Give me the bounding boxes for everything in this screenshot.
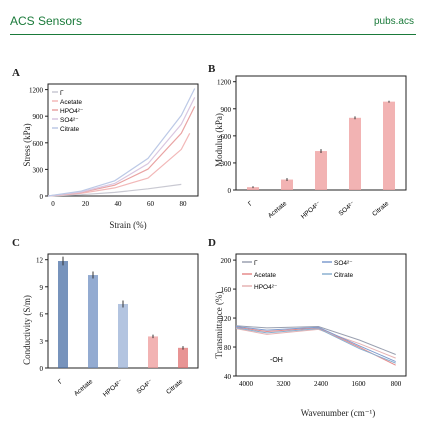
panel-d-frame	[235, 253, 407, 377]
panel-a-legend-3: SO4²⁻	[60, 117, 79, 124]
panel-a-xticklabel-4: 80	[180, 200, 188, 208]
panel-c-bar-4	[178, 347, 188, 368]
panel-c-y-ticklabel-2: 6	[40, 311, 44, 319]
panel-a-xticklabel-2: 40	[115, 200, 123, 208]
axis-title-b-y: Modulus (kPa)	[214, 113, 224, 167]
axis-title-c-y: Conductivity (S/m)	[22, 295, 32, 365]
panel-d-y-ticklabel-1: 80	[224, 344, 232, 352]
panel-c-y-ticklabel-1: 3	[40, 338, 44, 346]
panel-b-category-4: Citrate	[371, 200, 390, 218]
panel-a-series-4	[47, 88, 196, 197]
panel-b-bar-0	[247, 187, 259, 190]
panel-b-category-3: SO4²⁻	[338, 200, 357, 218]
panel-d-y-ticklabel-0: 40	[224, 373, 232, 381]
panel-b-category-0: Γ	[247, 200, 255, 208]
panel-label-d: D	[208, 237, 216, 249]
panel-d-xticklabel-3: 1600	[352, 380, 367, 388]
header-rule	[10, 34, 416, 35]
panel-c-y-ticklabel-4: 12	[36, 257, 44, 265]
panel-a-y-ticklabel-2: 600	[33, 140, 44, 148]
panel-a-xticklabel-0: 0	[51, 200, 55, 208]
panel-c-bar-1	[88, 275, 98, 368]
axis-title-d-x: Wavenumber (cm⁻¹)	[301, 408, 375, 418]
axis-title-a-y: Stress (kPa)	[22, 123, 32, 166]
page-header: ACS Sensors pubs.acs	[0, 0, 426, 52]
panel-b-bar-2	[315, 151, 327, 190]
panel-b-category-1: Acetate	[267, 200, 289, 220]
panel-d-series-3	[235, 326, 396, 363]
panel-c-y-ticklabel-0: 0	[40, 365, 44, 373]
panel-b-y-ticklabel-1: 300	[221, 160, 232, 168]
panel-a-series-0	[47, 183, 182, 197]
axis-title-d-y: Transmittance (%)	[214, 292, 224, 359]
panel-d-annotation: -OH	[270, 357, 283, 364]
panel-a-y-ticklabel-4: 1200	[29, 87, 44, 95]
panel-a-legend-4: Citrate	[60, 126, 80, 133]
panel-c-category-1: Acetate	[73, 378, 95, 398]
panel-a-series-3	[47, 97, 196, 197]
panel-a-xticklabel-3: 60	[147, 200, 155, 208]
panel-a-series-1	[47, 133, 191, 197]
panel-b-category-2: HPO4²⁻	[300, 200, 323, 221]
panel-d-legend-4: Citrate	[334, 272, 354, 279]
panel-a-y-ticklabel-3: 900	[33, 113, 44, 121]
axis-title-a-x: Strain (%)	[109, 220, 146, 230]
panel-d-xticklabel-4: 800	[391, 380, 402, 388]
panel-c-bar-3	[148, 336, 158, 368]
panel-label-c: C	[12, 237, 20, 249]
panel-d-legend-0: Γ	[254, 260, 258, 267]
panel-d-xticklabel-1: 3200	[277, 380, 292, 388]
panel-d-legend-2: HPO4²⁻	[254, 284, 278, 291]
panel-a-legend-2: HPO4²⁻	[60, 108, 84, 115]
panel-b-y-ticklabel-0: 0	[228, 187, 232, 195]
panel-d-legend-3: SO4²⁻	[334, 260, 353, 267]
panel-b-y-ticklabel-2: 600	[221, 133, 232, 141]
panel-d-y-ticklabel-2: 120	[221, 315, 232, 323]
panel-d-legend-1: Acetate	[254, 272, 276, 279]
panel-a-xticklabel-1: 20	[82, 200, 90, 208]
panel-a-legend-0: Γ	[60, 90, 64, 97]
panel-b-y-ticklabel-3: 900	[221, 106, 232, 114]
panel-b-bar-1	[281, 179, 293, 190]
site-name: pubs.acs	[373, 16, 414, 27]
panel-d-series-2	[235, 328, 396, 359]
journal-name: ACS Sensors	[10, 14, 83, 28]
panel-d-series-0	[235, 325, 396, 355]
panel-b-bar-3	[349, 117, 361, 190]
panel-d-xticklabel-0: 4000	[239, 380, 254, 388]
panel-c-bar-2	[118, 303, 128, 368]
panel-c-category-4: Citrate	[165, 378, 184, 396]
panel-c-y-ticklabel-3: 9	[40, 284, 44, 292]
panel-b-y-ticklabel-4: 1200	[217, 79, 232, 87]
panel-d-y-ticklabel-4: 200	[221, 257, 232, 265]
panel-d-xticklabel-2: 2400	[314, 380, 329, 388]
panel-c-category-3: SO4²⁻	[136, 378, 155, 396]
panel-a-frame	[47, 83, 199, 197]
panel-c-bar-0	[58, 261, 68, 368]
panel-label-b: B	[208, 63, 216, 75]
panel-a-y-ticklabel-0: 0	[40, 193, 44, 201]
panel-c-category-2: HPO4²⁻	[102, 378, 125, 399]
panel-c-category-0: Γ	[57, 378, 65, 386]
panel-b-bar-4	[383, 101, 395, 190]
panel-d-y-ticklabel-3: 160	[221, 286, 232, 294]
panel-a-y-ticklabel-1: 300	[33, 166, 44, 174]
panel-label-a: A	[12, 67, 20, 79]
panel-d-series-4	[235, 327, 396, 364]
panel-a-legend-1: Acetate	[60, 99, 82, 106]
